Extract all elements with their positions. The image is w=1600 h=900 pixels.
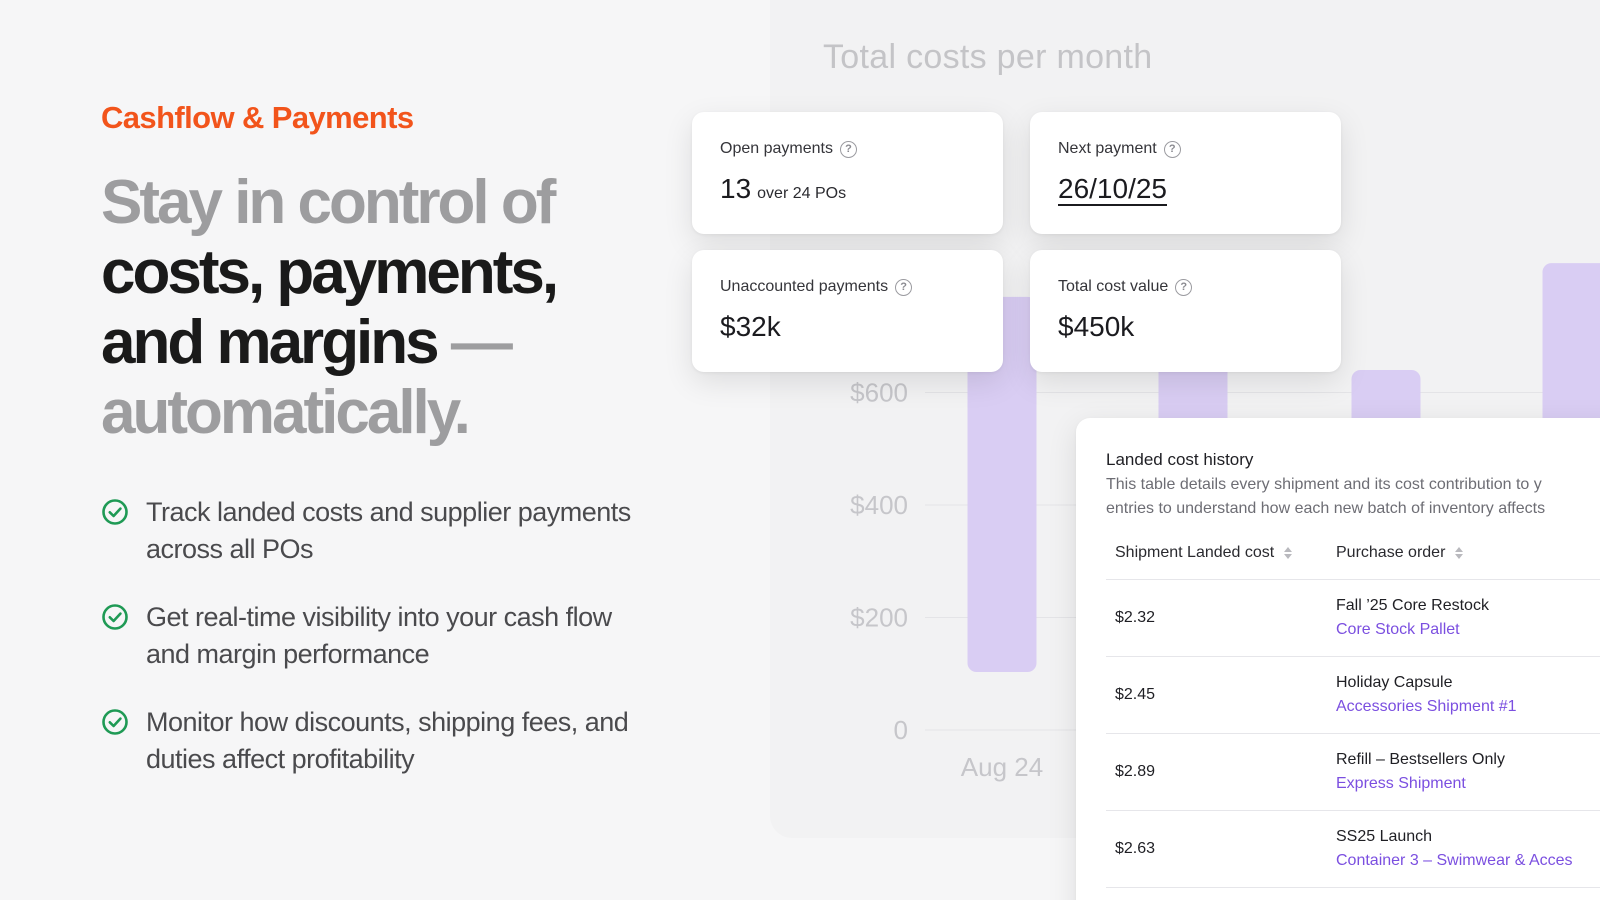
- purchase-order-cell: Fall ’25 Core Restock Core Stock Pallet: [1336, 597, 1489, 639]
- open-payments-label: Open payments: [720, 140, 833, 157]
- card-label: Next payment ?: [1058, 139, 1313, 159]
- table-row[interactable]: $2.63 SS25 Launch Container 3 – Swimwear…: [1106, 811, 1600, 888]
- next-payment-date-link[interactable]: 26/10/25: [1058, 173, 1167, 204]
- help-icon[interactable]: ?: [1163, 140, 1181, 158]
- help-icon[interactable]: ?: [839, 140, 857, 158]
- sort-icon[interactable]: [1455, 546, 1464, 560]
- unaccounted-payments-card[interactable]: Unaccounted payments ? $32k: [692, 250, 1003, 372]
- column-header-purchase-order[interactable]: Purchase order: [1336, 543, 1464, 562]
- card-label: Total cost value ?: [1058, 277, 1313, 297]
- open-payments-count: 13: [720, 173, 752, 204]
- landed-cost-cell: $2.63: [1115, 840, 1156, 857]
- table-header: Shipment Landed cost Purchase order: [1106, 526, 1600, 580]
- help-icon[interactable]: ?: [1175, 278, 1193, 296]
- open-payments-sub: over 24 POs: [757, 185, 847, 202]
- table-row[interactable]: $2.45 Holiday Capsule Accessories Shipme…: [1106, 657, 1600, 734]
- feature-item: Get real-time visibility into your cash …: [101, 599, 641, 673]
- chart-bar[interactable]: [967, 296, 1037, 672]
- landed-cost-history-panel: Landed cost history This table details e…: [1076, 418, 1600, 900]
- purchase-order-cell: Holiday Capsule Accessories Shipment #1: [1336, 674, 1517, 716]
- feature-item: Track landed costs and supplier payments…: [101, 494, 641, 568]
- check-circle-icon: [102, 709, 128, 735]
- shipment-link[interactable]: Container 3 – Swimwear & Acces: [1336, 852, 1573, 869]
- next-payment-card[interactable]: Next payment ? 26/10/25: [1030, 112, 1341, 234]
- purchase-order-name: SS25 Launch: [1336, 828, 1433, 845]
- check-circle-icon: [102, 499, 128, 525]
- total-cost-value-card[interactable]: Total cost value ? $450k: [1030, 250, 1341, 372]
- x-tick-label: Aug 24: [961, 752, 1043, 782]
- feature-text: Get real-time visibility into your cash …: [146, 602, 612, 669]
- chart-title: Total costs per month: [823, 38, 1153, 76]
- table-description-line: This table details every shipment and it…: [1106, 476, 1542, 493]
- column-header-label: Shipment Landed cost: [1115, 543, 1275, 561]
- y-tick-label: 0: [894, 715, 908, 745]
- purchase-order-cell: Refill – Bestsellers Only Express Shipme…: [1336, 751, 1505, 793]
- check-circle-icon: [102, 604, 128, 630]
- next-payment-label: Next payment: [1058, 140, 1157, 157]
- landed-cost-cell: $2.45: [1115, 686, 1156, 703]
- feature-list: Track landed costs and supplier payments…: [101, 494, 641, 809]
- card-label: Unaccounted payments ?: [720, 277, 975, 297]
- y-tick-label: $400: [850, 490, 908, 520]
- y-tick-label: $200: [850, 603, 908, 633]
- column-header-label: Purchase order: [1336, 543, 1446, 561]
- landed-cost-table: Shipment Landed cost Purchase order $2.3…: [1106, 526, 1600, 888]
- open-payments-card[interactable]: Open payments ? 13 over 24 POs: [692, 112, 1003, 234]
- section-eyebrow: Cashflow & Payments: [101, 100, 414, 135]
- shipment-link[interactable]: Express Shipment: [1336, 775, 1466, 792]
- total-cost-value: $450k: [1058, 311, 1135, 342]
- feature-item: Monitor how discounts, shipping fees, an…: [101, 704, 641, 778]
- shipment-link[interactable]: Accessories Shipment #1: [1336, 698, 1517, 715]
- purchase-order-cell: SS25 Launch Container 3 – Swimwear & Acc…: [1336, 828, 1573, 870]
- y-tick-label: $600: [850, 378, 908, 408]
- table-description-line: entries to understand how each new batch…: [1106, 500, 1546, 517]
- table-row[interactable]: $2.89 Refill – Bestsellers Only Express …: [1106, 734, 1600, 811]
- sort-icon[interactable]: [1284, 546, 1293, 560]
- page-headline: Stay in control of costs, payments, and …: [101, 168, 661, 448]
- purchase-order-name: Holiday Capsule: [1336, 674, 1453, 691]
- headline-line-3-dash: —: [436, 308, 513, 377]
- total-cost-value-label: Total cost value: [1058, 278, 1169, 295]
- help-icon[interactable]: ?: [895, 278, 913, 296]
- unaccounted-payments-label: Unaccounted payments: [720, 278, 889, 295]
- feature-text: Monitor how discounts, shipping fees, an…: [146, 707, 629, 774]
- table-description: This table details every shipment and it…: [1106, 473, 1600, 521]
- table-row[interactable]: $2.32 Fall ’25 Core Restock Core Stock P…: [1106, 580, 1600, 657]
- feature-text: Track landed costs and supplier payments…: [146, 497, 631, 564]
- headline-line-2: costs, payments,: [101, 238, 559, 307]
- card-label: Open payments ?: [720, 139, 975, 159]
- landed-cost-cell: $2.32: [1115, 609, 1156, 626]
- purchase-order-name: Refill – Bestsellers Only: [1336, 751, 1505, 768]
- table-title: Landed cost history: [1106, 450, 1254, 469]
- unaccounted-payments-value: $32k: [720, 311, 781, 342]
- open-payments-value: 13 over 24 POs: [720, 173, 975, 205]
- headline-line-3-strong: and margins: [101, 308, 440, 377]
- purchase-order-name: Fall ’25 Core Restock: [1336, 597, 1489, 614]
- headline-line-3: and margins —: [101, 308, 661, 378]
- headline-line-1: Stay in control of: [101, 168, 556, 237]
- shipment-link[interactable]: Core Stock Pallet: [1336, 621, 1460, 638]
- headline-line-4: automatically.: [101, 378, 471, 447]
- landed-cost-cell: $2.89: [1115, 763, 1156, 780]
- column-header-landed-cost[interactable]: Shipment Landed cost: [1106, 544, 1336, 562]
